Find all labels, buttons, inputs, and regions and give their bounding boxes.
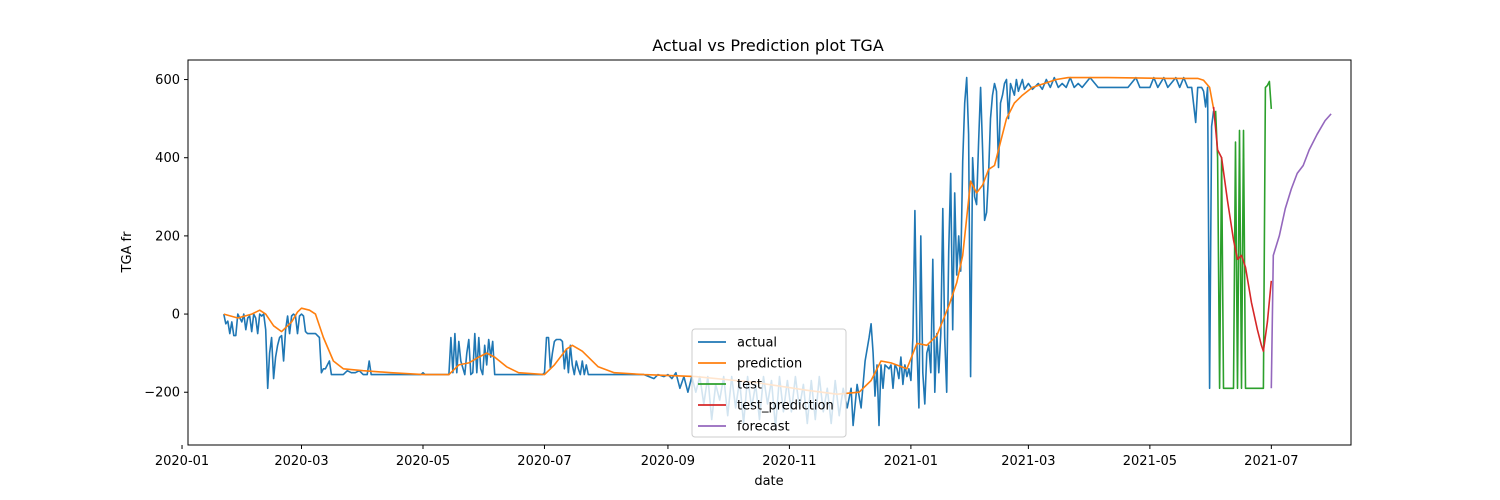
legend-box [691,328,847,438]
x-tick-label: 2020-09 [641,454,695,469]
plot-area: 2020-01 2020-03 2020-05 2020-07 2020-09 2020-… [144,59,1352,469]
series-line-test [1214,80,1273,390]
legend-label: forecast [737,420,790,435]
legend-label: actual [737,336,777,351]
x-tick-label: 2021-01 [884,454,938,469]
series-line-test-prediction [1212,106,1273,353]
x-tick-label: 2021-05 [1123,454,1177,469]
chart-title: Actual vs Prediction plot TGA [652,36,884,55]
x-axis-label: date [754,474,783,489]
x-tick-label: 2021-03 [1001,454,1055,469]
y-tick-label: 200 [155,229,180,244]
axes-frame [187,59,1352,446]
x-tick-label: 2020-03 [274,454,328,469]
x-axis: 2020-01 2020-03 2020-05 2020-07 2020-09 2020-… [155,445,1299,469]
y-tick-label: 400 [155,151,180,166]
x-tick-label: 2020-01 [155,454,209,469]
y-tick-label: 600 [155,73,180,88]
y-axis-label: TGA fr [120,231,135,274]
y-axis: −200 0 200 400 600 [144,73,188,401]
x-tick-label: 2020-07 [517,454,571,469]
x-tick-label: 2021-07 [1244,454,1298,469]
x-tick-label: 2020-05 [396,454,450,469]
x-tick-label: 2020-11 [762,454,816,469]
legend-label: test_prediction [737,399,834,414]
legend: actual prediction test test_predictionforec… [691,328,847,438]
series-line-prediction [223,76,1215,396]
legend-label: prediction [737,357,802,372]
y-tick-label: −200 [144,386,180,401]
legend-label: test [737,378,762,393]
series-line-forecast [1270,113,1332,389]
y-tick-label: 0 [172,308,180,323]
legend-items: actual prediction test test_predictionforec… [698,336,834,435]
